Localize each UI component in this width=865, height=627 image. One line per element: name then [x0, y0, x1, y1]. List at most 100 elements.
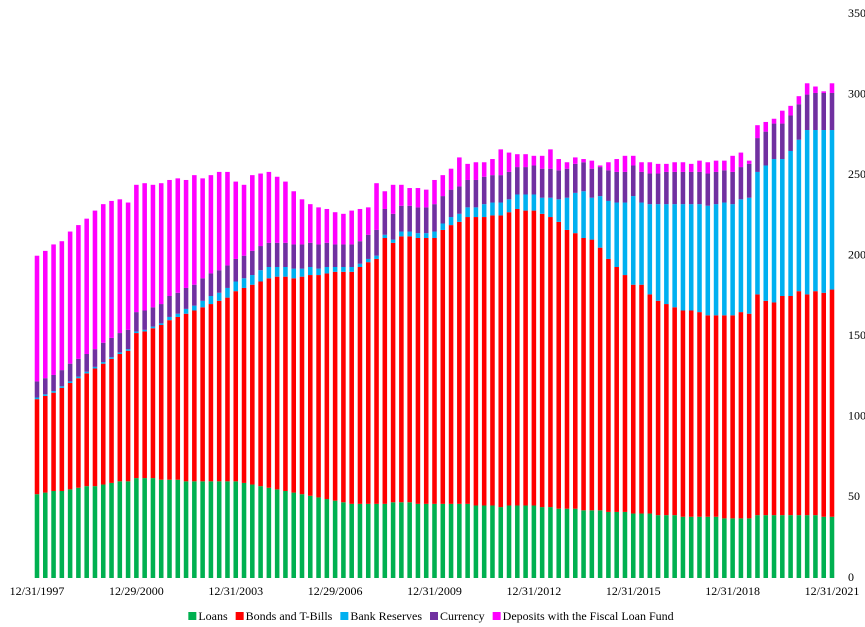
bar-segment [664, 515, 669, 578]
bar-segment [506, 212, 512, 506]
x-tick-label: 12/31/2009 [407, 584, 462, 598]
bar-segment [415, 233, 421, 238]
bar-segment [829, 516, 835, 578]
bar-segment [100, 204, 106, 343]
bar-segment [283, 242, 288, 267]
bar-segment [581, 162, 586, 192]
bar-segment [216, 171, 222, 271]
bar-segment [167, 320, 172, 480]
bar-segment [274, 176, 280, 243]
bar-segment [556, 170, 561, 200]
bar-segment [299, 268, 305, 277]
bar-segment [523, 505, 528, 578]
bar-segment [158, 479, 164, 578]
bar-segment [349, 244, 354, 267]
bar-segment [788, 105, 793, 116]
bar-segment [258, 246, 263, 271]
bar-segment [150, 184, 156, 308]
bar-segment [622, 171, 628, 203]
x-tick-label: 12/31/2012 [507, 584, 562, 598]
bar-segment [722, 518, 727, 578]
bar-segment [630, 165, 636, 197]
bar-segment [84, 354, 89, 372]
bar-segment [399, 184, 404, 206]
bar-segment [308, 204, 313, 243]
bar-segment [713, 160, 719, 172]
bar-segment [473, 207, 479, 218]
bar-segment [283, 181, 288, 243]
bar-segment [680, 171, 686, 205]
bar-segment [241, 482, 247, 578]
bar-segment [531, 194, 537, 211]
bar-segment [755, 138, 760, 172]
bar-segment [308, 266, 313, 276]
bar-segment [498, 215, 504, 508]
bar-segment [788, 515, 793, 578]
bar-segment [821, 92, 826, 131]
bar-segment [564, 229, 570, 509]
bar-segment [788, 115, 793, 151]
bar-segment [125, 350, 131, 482]
bar-segment [43, 378, 48, 395]
bar-segment [266, 278, 272, 488]
bar-segment [490, 215, 495, 506]
bar-segment [813, 86, 818, 93]
bar-segment [299, 244, 305, 269]
bar-segment [457, 157, 462, 187]
bar-segment [730, 518, 735, 578]
bar-segment [365, 207, 371, 235]
bar-segment [407, 205, 412, 232]
bar-segment [746, 313, 752, 519]
bar-segment [382, 503, 388, 578]
bar-segment [713, 171, 719, 205]
bar-segment [804, 294, 810, 516]
bar-segment [738, 152, 744, 168]
bar-segment [639, 202, 644, 285]
bar-segment [167, 479, 172, 578]
bar-segment [200, 278, 205, 301]
bar-segment [109, 337, 114, 358]
bar-segment [581, 510, 586, 578]
legend-swatch [235, 612, 244, 620]
bar-segment [291, 278, 296, 493]
legend-swatch [188, 612, 197, 620]
bar-segment [258, 173, 263, 247]
bar-segment [167, 316, 172, 321]
bar-segment [142, 310, 147, 330]
bar-segment [539, 507, 545, 578]
bar-segment [117, 481, 123, 578]
bar-segment [233, 481, 239, 578]
bar-segment [183, 308, 189, 314]
bar-segment [672, 515, 677, 578]
bar-segment [250, 284, 255, 485]
bar-segment [523, 154, 528, 168]
bar-segment [738, 167, 744, 200]
bar-segment [597, 196, 603, 248]
bar-segment [117, 333, 123, 353]
bar-segment [399, 231, 404, 237]
bar-segment [349, 503, 354, 578]
bar-segment [332, 500, 338, 578]
legend-label: Loans [198, 609, 228, 623]
bar-segment [688, 163, 694, 172]
bar-segment [672, 162, 677, 172]
bar-segment [465, 163, 470, 180]
bar-segment [589, 197, 595, 240]
legend-label: Bonds and T-Bills [246, 609, 333, 623]
bar-segment [341, 213, 346, 245]
bar-segment [515, 194, 520, 209]
bar-segment [705, 516, 711, 578]
bar-segment [481, 505, 487, 578]
bar-segment [34, 255, 40, 382]
bar-segment [697, 516, 702, 578]
bar-segment [829, 92, 835, 131]
legend: Loans Bonds and T-Bills Bank Reserves Curre… [188, 609, 674, 623]
bar-segment [142, 183, 147, 311]
bar-segment [763, 131, 769, 166]
x-tick-label: 12/29/2000 [109, 584, 164, 598]
bar-segment [606, 170, 611, 201]
bar-segment [208, 296, 214, 305]
bar-segment [515, 154, 520, 168]
bar-segment [746, 163, 752, 198]
bar-segment [713, 516, 719, 578]
